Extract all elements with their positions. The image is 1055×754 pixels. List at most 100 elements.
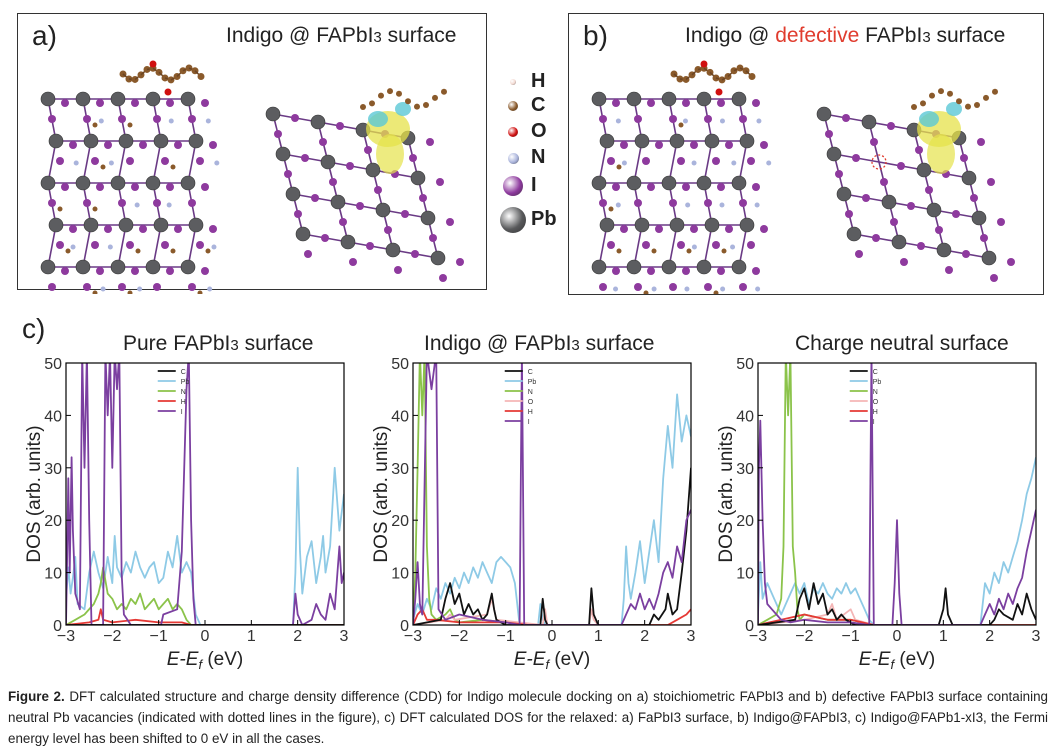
panel-a-structure-image <box>40 60 464 294</box>
x-tick-label: 2 <box>985 628 994 645</box>
plot-area <box>758 363 1036 625</box>
plot-area <box>66 363 344 625</box>
legend-label: H <box>181 399 186 406</box>
y-tick-label: 20 <box>736 513 754 530</box>
legend-label: Pb <box>181 379 190 386</box>
x-tick-label: −2 <box>103 628 121 645</box>
legend-label: C <box>528 369 533 376</box>
y-tick-label: 40 <box>44 408 62 425</box>
legend-label: O <box>528 399 534 406</box>
panel-a-title-text: Indigo @ FAPbI <box>226 24 374 47</box>
y-tick-label: 0 <box>53 618 62 635</box>
x-tick-label: −3 <box>404 628 422 645</box>
y-tick-label: 40 <box>736 408 754 425</box>
panel-b-box: b) Indigo @ defective FAPbI3 surface <box>568 13 1044 295</box>
y-tick-label: 30 <box>44 461 62 478</box>
legend-label-n: N <box>531 146 546 168</box>
dos-title-2: Indigo @ FAPbI3 surface <box>424 332 655 355</box>
x-tick-label: 0 <box>893 628 902 645</box>
caption-label: Figure 2. <box>8 689 65 704</box>
y-tick-label: 50 <box>736 356 754 373</box>
legend-label-i: I <box>531 174 537 196</box>
legend-label: H <box>528 409 533 416</box>
legend-label-h: H <box>531 70 546 92</box>
y-tick-label: 20 <box>391 513 409 530</box>
x-tick-label: −3 <box>57 628 75 645</box>
cdd-slab <box>265 106 464 282</box>
legend-atom-i <box>503 176 523 196</box>
panel-c-letter: c) <box>22 313 46 344</box>
series-line-pb <box>413 393 691 625</box>
y-tick-label: 30 <box>391 461 409 478</box>
legend-label: I <box>181 409 183 416</box>
legend-label-pb: Pb <box>531 208 557 230</box>
perovskite-slab <box>591 91 772 294</box>
panel-b-structure-image <box>591 60 1015 294</box>
x-tick-label: 3 <box>687 628 696 645</box>
dos-chart-3: 0 10 20 30 40 50 −3 −2 −1 0 1 2 3 DOS (arb. units) E-E… <box>716 356 1041 672</box>
y-tick-label: 10 <box>736 566 754 583</box>
legend-label-o: O <box>531 120 547 142</box>
legend-atom-n <box>507 152 519 164</box>
legend-label: I <box>873 419 875 426</box>
plot-area <box>413 363 691 625</box>
legend-atom-h <box>510 79 516 85</box>
x-tick-label: 1 <box>594 628 603 645</box>
legend-label: N <box>181 389 186 396</box>
y-tick-label: 40 <box>391 408 409 425</box>
caption-text: DFT calculated structure and charge dens… <box>8 689 1048 746</box>
dos-chart-1: 0 10 20 30 40 50 −3 −2 −1 0 1 2 3 DOS (arb. units) E-E… <box>24 356 349 672</box>
dos-title-1: Pure FAPbI3 surface <box>123 332 314 355</box>
panel-b-title-defective: defective <box>775 24 860 47</box>
x-tick-label: 2 <box>640 628 649 645</box>
y-tick-label: 50 <box>44 356 62 373</box>
legend-label: C <box>181 369 186 376</box>
series-line-i <box>66 363 344 625</box>
panel-b-title-end: surface <box>930 24 1006 47</box>
y-tick-label: 20 <box>44 513 62 530</box>
legend-label: C <box>873 369 878 376</box>
x-tick-label: −3 <box>749 628 767 645</box>
legend-label: H <box>873 409 878 416</box>
legend-label: N <box>528 389 533 396</box>
y-tick-label: 50 <box>391 356 409 373</box>
panel-a-title-post: surface <box>381 24 457 47</box>
x-axis-label: E-Ef (eV) <box>167 649 244 672</box>
legend-label: I <box>528 419 530 426</box>
series-line-i <box>413 363 691 625</box>
indigo-molecule <box>670 60 756 96</box>
y-tick-label: 0 <box>745 618 754 635</box>
x-tick-label: 3 <box>340 628 349 645</box>
panel-a-title: Indigo @ FAPbI3 surface <box>226 24 456 48</box>
panel-b-letter: b) <box>583 20 608 51</box>
series-line-o <box>413 597 691 625</box>
series-line-n <box>66 566 344 625</box>
panel-b-title-sub: 3 <box>922 29 931 46</box>
panel-a-title-sub: 3 <box>373 29 382 46</box>
series-line-i <box>758 363 1036 625</box>
legend-atom-c <box>508 101 518 111</box>
x-tick-label: 0 <box>548 628 557 645</box>
legend-label: Pb <box>873 379 882 386</box>
x-tick-label: −1 <box>150 628 168 645</box>
charge-density-isosurface <box>911 88 998 174</box>
plot-frame <box>757 362 1037 626</box>
series-line-n <box>413 363 691 625</box>
cdd-slab <box>816 106 1015 282</box>
series-line-c <box>413 467 691 625</box>
x-tick-label: −1 <box>842 628 860 645</box>
y-tick-label: 10 <box>391 566 409 583</box>
atom-legend: H C O N I Pb <box>495 70 570 250</box>
legend-label: Pb <box>528 379 537 386</box>
plot-frame <box>412 362 692 626</box>
x-tick-label: 2 <box>293 628 302 645</box>
y-axis-label: DOS (arb. units) <box>716 425 737 562</box>
legend-label-c: C <box>531 94 546 116</box>
series-line-pb <box>66 466 344 625</box>
series-line-n <box>758 363 1036 625</box>
series-line-pb <box>758 457 1036 625</box>
dos-chart-2: 0 10 20 30 40 50 −3 −2 −1 0 1 2 3 DOS (arb. units) E-E… <box>371 356 696 672</box>
y-tick-label: 10 <box>44 566 62 583</box>
perovskite-slab <box>40 91 220 294</box>
